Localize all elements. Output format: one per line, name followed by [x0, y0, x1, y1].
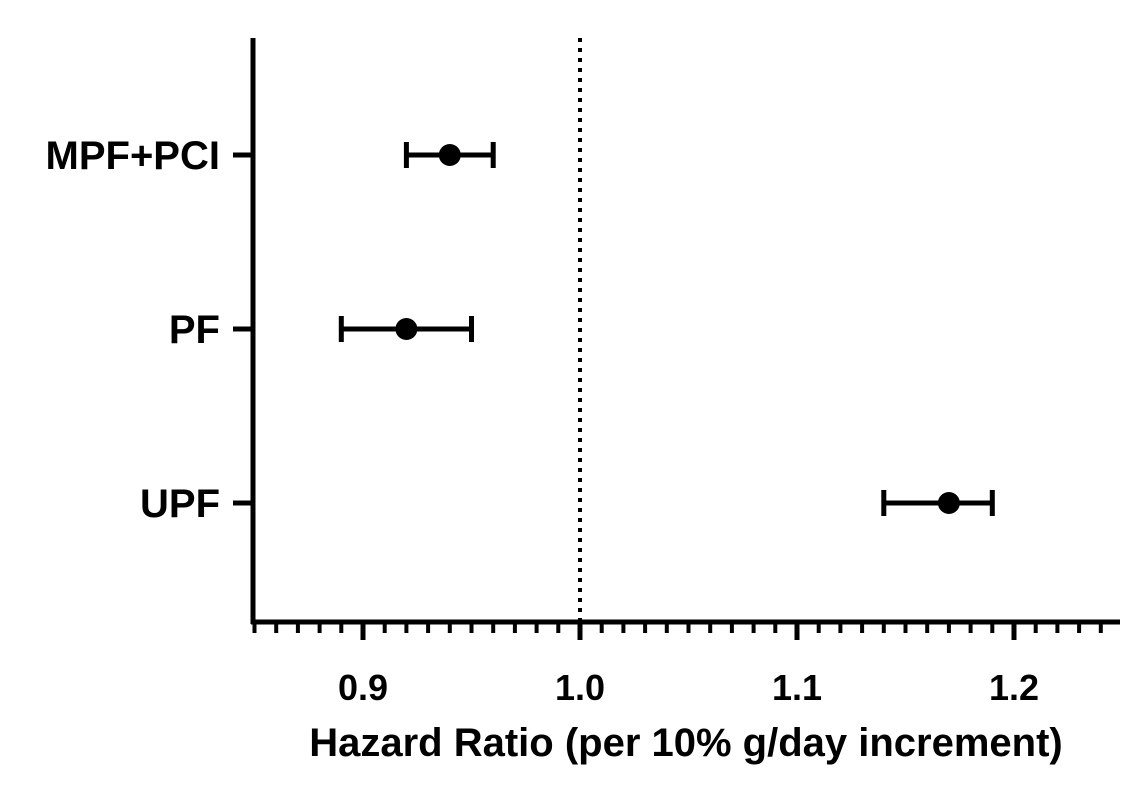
forest-point-upf	[881, 490, 995, 516]
point-estimate-marker	[395, 318, 418, 340]
point-estimate-marker	[438, 144, 461, 166]
y-category-label: MPF+PCI	[46, 134, 220, 178]
y-axis-category-ticks	[233, 152, 253, 506]
x-axis-major-ticks	[360, 622, 1017, 640]
y-axis-category-labels: MPF+PCI PF UPF	[46, 134, 220, 526]
x-tick-label: 1.2	[989, 667, 1039, 708]
x-tick-label: 1.0	[555, 667, 605, 708]
x-tick-label: 1.1	[772, 667, 822, 708]
forest-point-pf	[338, 316, 474, 342]
x-tick-label: 0.9	[338, 667, 388, 708]
y-category-label: PF	[169, 308, 220, 352]
x-axis-title: Hazard Ratio (per 10% g/day increment)	[309, 721, 1063, 765]
point-estimate-marker	[937, 492, 960, 514]
forest-points	[338, 142, 995, 516]
forest-point-mpf-pci	[403, 142, 496, 168]
y-category-label: UPF	[140, 482, 220, 526]
x-axis-tick-labels: 0.9 1.0 1.1 1.2	[338, 667, 1039, 708]
